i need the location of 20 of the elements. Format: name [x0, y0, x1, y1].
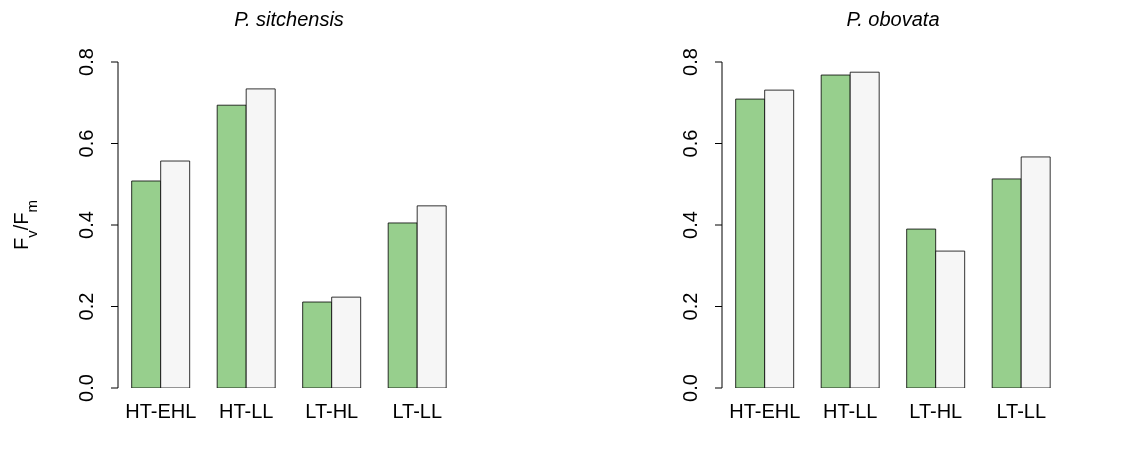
y-tick-label: 0.2 [679, 292, 701, 321]
y-tick-label: 0.6 [75, 129, 97, 158]
y-tick-label: 0.0 [75, 374, 97, 402]
x-tick-label: LT-LL [996, 400, 1047, 422]
y-tick-label: 0.4 [75, 211, 97, 239]
chart-title: P. obovata [845, 8, 941, 31]
x-tick-label: HT-LL [219, 400, 274, 422]
y-tick-label: 0.8 [679, 48, 701, 76]
y-tick-label: 0.4 [679, 211, 701, 239]
x-tick-label: HT-EHL [125, 400, 197, 422]
x-tick-label: HT-LL [823, 400, 878, 422]
x-tick-label: LT-LL [392, 400, 443, 422]
chart-title: P. sitchensis [233, 8, 345, 31]
x-tick-label: LT-HL [305, 400, 359, 422]
y-tick-label: 0.2 [75, 292, 97, 321]
y-tick-label: 0.8 [75, 48, 97, 76]
x-tick-label: HT-EHL [729, 400, 801, 422]
y-tick-label: 0.6 [679, 129, 701, 158]
x-tick-label: LT-HL [909, 400, 963, 422]
y-tick-label: 0.0 [679, 374, 701, 402]
